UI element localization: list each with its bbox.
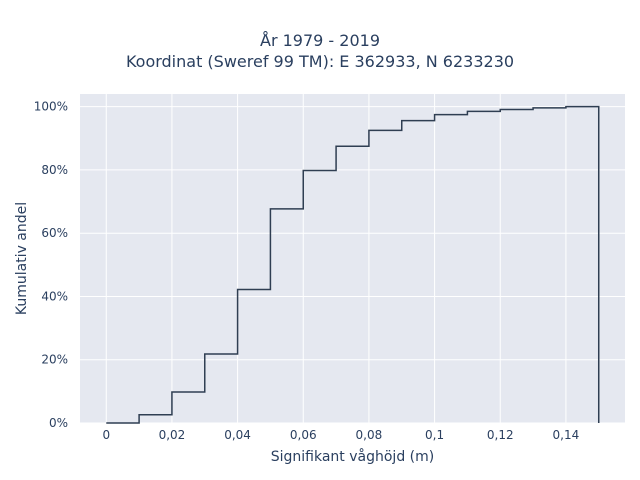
x-tick-labels: 0 0,02 0,04 0,06 0,08 0,1 0,12 0,14 [102,428,579,442]
y-tick-label: 100% [34,100,68,114]
grid-lines [80,94,625,424]
x-tick-label: 0,04 [224,428,251,442]
x-tick-label: 0,12 [487,428,514,442]
chart-title: År 1979 - 2019 [260,31,380,50]
cumulative-step-line [106,105,600,424]
chart-title-block: År 1979 - 2019 Koordinat (Sweref 99 TM):… [0,30,640,72]
x-tick-label: 0,08 [356,428,383,442]
y-tick-label: 0% [49,416,68,430]
x-tick-label: 0,1 [425,428,444,442]
y-tick-labels: 0% 20% 40% 60% 80% 100% [34,100,68,430]
x-tick-label: 0,02 [159,428,186,442]
x-axis-title: Signifikant våghöjd (m) [271,448,434,465]
y-tick-label: 40% [41,289,68,303]
y-tick-label: 80% [41,163,68,177]
plot-area [80,94,625,423]
chart-subtitle: Koordinat (Sweref 99 TM): E 362933, N 62… [125,52,515,71]
y-tick-label: 60% [41,226,68,240]
x-tick-label: 0,06 [290,428,317,442]
y-axis-title: Kumulativ andel [14,202,30,315]
x-tick-label: 0 [102,428,110,442]
y-tick-label: 20% [41,353,68,367]
x-tick-label: 0,14 [553,428,580,442]
